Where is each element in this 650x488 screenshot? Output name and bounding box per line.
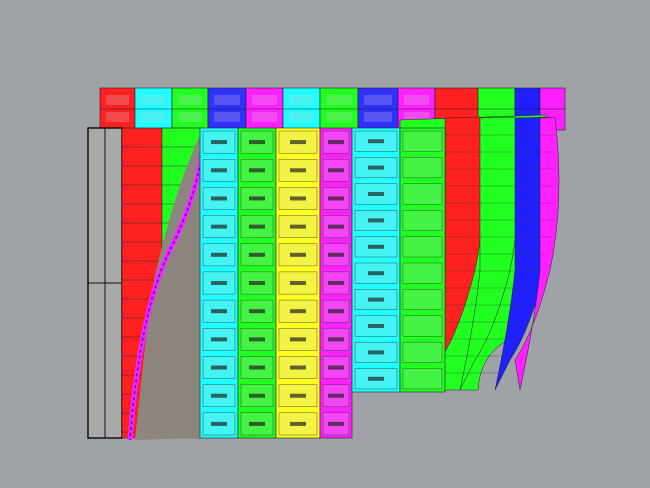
panel-label xyxy=(211,168,227,173)
panel-label xyxy=(249,365,265,370)
panel-label-block xyxy=(289,112,314,122)
panel-label xyxy=(368,244,384,249)
panel-label xyxy=(368,139,384,144)
panel-label xyxy=(249,393,265,398)
panel-label xyxy=(290,196,306,201)
panel-label xyxy=(211,252,227,257)
panel-label xyxy=(328,196,344,201)
edge-curve-dots xyxy=(129,131,206,441)
panel-label xyxy=(368,297,384,302)
panel xyxy=(402,130,443,152)
panel-label xyxy=(368,324,384,328)
panel-label xyxy=(211,365,227,370)
panel-label-block xyxy=(326,95,352,105)
panel-label xyxy=(368,218,384,223)
panel-label-block xyxy=(289,95,314,105)
panel-label xyxy=(328,168,344,173)
panel-label xyxy=(368,376,384,381)
panel-label-block xyxy=(141,112,166,122)
panel-label-block xyxy=(404,112,429,122)
panel-label xyxy=(328,140,344,145)
panel-label xyxy=(290,224,306,229)
panel-label-block xyxy=(404,95,429,105)
panel xyxy=(402,368,443,390)
panel xyxy=(402,289,443,310)
panel-label xyxy=(249,224,265,229)
panel-label xyxy=(328,224,344,229)
panel-label-block xyxy=(106,112,129,122)
panel-label xyxy=(328,252,344,257)
panel-label xyxy=(328,309,344,314)
panel xyxy=(402,183,443,205)
panel-label-block xyxy=(364,95,392,105)
panel-label xyxy=(249,421,265,426)
panel-label-block xyxy=(252,112,277,122)
curved-panel-strip xyxy=(514,116,560,391)
panel xyxy=(402,157,443,178)
panel-label xyxy=(249,337,265,342)
panel-label xyxy=(211,393,227,398)
panel-label xyxy=(328,365,344,370)
panel-label xyxy=(328,281,344,285)
panel-label xyxy=(249,196,265,201)
panel-label-block xyxy=(178,112,202,122)
panel-label xyxy=(290,309,306,314)
panel-label xyxy=(249,140,265,145)
panel-label-block xyxy=(106,95,129,105)
panel-label xyxy=(368,271,384,276)
panel-label xyxy=(290,281,306,285)
panel-label xyxy=(290,365,306,370)
panel xyxy=(402,236,443,258)
panel xyxy=(402,315,443,337)
panel-label xyxy=(368,165,384,170)
panel-label xyxy=(211,309,227,314)
panel-label xyxy=(249,168,265,173)
panel-label-block xyxy=(326,112,352,122)
panel xyxy=(402,342,443,363)
panel-label-block xyxy=(364,112,392,122)
panel-label xyxy=(290,168,306,173)
panel-label-block xyxy=(178,95,202,105)
panel-label xyxy=(211,196,227,201)
panel-label xyxy=(290,140,306,145)
panel-label xyxy=(328,337,344,342)
panel-label-block xyxy=(214,112,240,122)
inner-surface xyxy=(135,135,200,440)
panel-label xyxy=(249,252,265,257)
panel-label xyxy=(368,350,384,355)
panel-label xyxy=(249,281,265,285)
panel xyxy=(402,209,443,231)
panel-label xyxy=(290,421,306,426)
panel-label xyxy=(211,140,227,145)
panel-label xyxy=(290,337,306,342)
panel-label xyxy=(290,252,306,257)
panel-label xyxy=(368,192,384,196)
panel-label xyxy=(328,393,344,398)
panel-label xyxy=(211,224,227,229)
panel-label-block xyxy=(252,95,277,105)
panel-label xyxy=(211,337,227,342)
panel-label-block xyxy=(214,95,240,105)
panel-label xyxy=(249,309,265,314)
panel-label xyxy=(328,421,344,426)
panel-label xyxy=(290,393,306,398)
panel-label xyxy=(211,281,227,285)
panel-label xyxy=(211,421,227,426)
panel-label-block xyxy=(141,95,166,105)
panel xyxy=(402,262,443,284)
